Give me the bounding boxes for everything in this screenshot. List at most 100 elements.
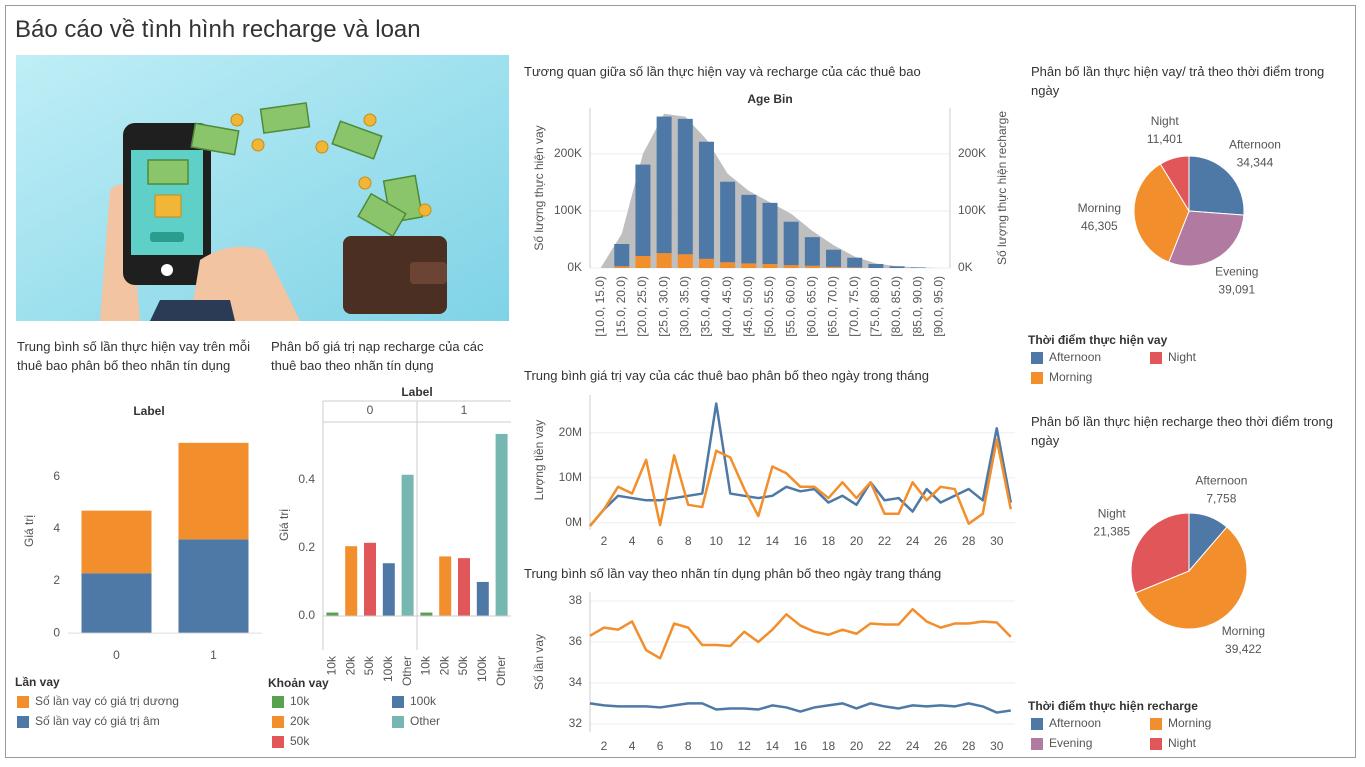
bill	[190, 122, 240, 156]
coin	[358, 176, 372, 190]
bar-segment	[178, 442, 249, 540]
chart-title: Trung bình số lần vay theo nhãn tín dụng…	[524, 566, 942, 581]
bar-segment	[635, 164, 651, 256]
x-tick-label: 14	[766, 739, 780, 753]
legend-swatch	[17, 696, 29, 708]
y-tick-label: 0	[53, 625, 60, 639]
legend-label: Other	[410, 714, 440, 728]
coin	[251, 138, 265, 152]
x-tick-label: 22	[878, 534, 892, 548]
x-tick-label: [65.0, 70.0)	[826, 276, 840, 337]
y2-tick-label: 200K	[958, 146, 986, 160]
axis-title: Số lượng thực hiện vay	[532, 125, 546, 250]
pie-slice	[1168, 210, 1245, 267]
panel-label: 0	[367, 403, 374, 417]
x-tick-label: [75.0, 80.0)	[868, 276, 882, 337]
bar-segment	[868, 264, 884, 268]
x-tick-label: 0	[113, 648, 120, 662]
slice-value: 21,385	[1093, 524, 1130, 538]
y-tick-label: 0K	[567, 260, 582, 274]
legend-label: 50k	[290, 734, 310, 748]
bar-segment	[635, 256, 651, 268]
y-tick-label: 0.2	[298, 540, 315, 554]
bar	[495, 433, 508, 616]
slice-label: Afternoon	[1195, 474, 1247, 488]
x-tick-label: 8	[685, 534, 692, 548]
bar	[439, 556, 452, 616]
panel-header: Age Bin	[747, 92, 792, 106]
dashboard-title: Báo cáo về tình hình recharge và loan	[15, 16, 421, 43]
bar-segment	[804, 265, 820, 268]
y-tick-label: 32	[569, 716, 583, 730]
bar-segment	[81, 510, 152, 574]
bar-segment	[847, 257, 863, 268]
y-tick-label: 100K	[554, 203, 582, 217]
bar-segment	[783, 265, 799, 268]
x-tick-label: [10.0, 15.0)	[593, 276, 607, 337]
bar	[420, 612, 433, 616]
bar-segment	[847, 267, 863, 268]
y-tick-label: 0.4	[298, 472, 315, 486]
x-tick-label: 100k	[475, 655, 489, 682]
x-tick-label: 10k	[325, 655, 339, 675]
legend-label: 10k	[290, 694, 310, 708]
chart-title: Trung bình số lần thực hiện vay trên mỗi…	[17, 339, 250, 373]
bill	[259, 102, 311, 134]
legend-title: Lần vay	[15, 675, 60, 689]
bar-segment	[741, 194, 757, 264]
x-tick-label: 4	[629, 534, 636, 548]
chart-title: Phân bố lần thực hiện vay/ trả theo thời…	[1031, 64, 1325, 98]
y-tick-label: 10M	[559, 470, 582, 484]
bar-segment	[720, 181, 736, 263]
axis-title: Lượng tiền vay	[532, 420, 546, 501]
legend-label: Night	[1168, 350, 1197, 364]
legend-title: Thời điểm thực hiện vay	[1028, 333, 1168, 347]
x-tick-label: [80.0, 85.0)	[889, 276, 903, 337]
x-tick-label: [90.0, 95.0)	[932, 276, 946, 337]
y-tick-label: 2	[53, 573, 60, 587]
coin	[418, 203, 432, 217]
bar-segment	[677, 254, 693, 268]
x-tick-label: 10	[710, 534, 724, 548]
x-tick-label: [85.0, 90.0)	[910, 276, 924, 337]
bar-segment	[614, 244, 630, 267]
coin-stack	[154, 194, 182, 218]
bar-segment	[720, 262, 736, 268]
slice-label: Morning	[1222, 624, 1265, 638]
legend-label: 20k	[290, 714, 310, 728]
pie-slice	[1130, 512, 1190, 594]
x-tick-label: 28	[962, 534, 976, 548]
panel-header: Label	[401, 385, 432, 399]
y-tick-label: 4	[53, 521, 60, 535]
x-tick-label: 50k	[362, 655, 376, 675]
legend-label: Afternoon	[1049, 350, 1101, 364]
bar-segment	[826, 249, 842, 267]
legend-label: Số lần vay có giá trị âm	[35, 714, 160, 728]
bar-segment	[741, 263, 757, 268]
pie-slice	[1134, 526, 1248, 630]
x-tick-label: [30.0, 35.0)	[677, 276, 691, 337]
x-tick-label: 10	[710, 739, 724, 753]
bar	[345, 546, 358, 616]
bar	[476, 581, 489, 616]
y-tick-label: 36	[569, 634, 583, 648]
bar-segment	[910, 267, 926, 268]
bill	[357, 192, 407, 238]
y-tick-label: 0.0	[298, 608, 315, 622]
legend-label: Night	[1168, 736, 1197, 750]
bar-segment	[698, 141, 714, 259]
bar	[401, 474, 414, 616]
x-tick-label: [20.0, 25.0)	[635, 276, 649, 337]
bill	[147, 159, 189, 185]
slice-value: 7,758	[1206, 492, 1236, 506]
legend-swatch	[392, 716, 404, 728]
legend-label: 100k	[410, 694, 437, 708]
y2-tick-label: 100K	[958, 203, 986, 217]
money	[147, 102, 424, 238]
bar-segment	[889, 266, 905, 268]
x-tick-label: 22	[878, 739, 892, 753]
coins	[154, 113, 432, 218]
y2-tick-label: 0K	[958, 260, 973, 274]
legend-swatch	[1031, 372, 1043, 384]
